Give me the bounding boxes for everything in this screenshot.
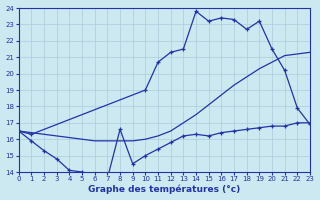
X-axis label: Graphe des températures (°c): Graphe des températures (°c) [88,185,241,194]
